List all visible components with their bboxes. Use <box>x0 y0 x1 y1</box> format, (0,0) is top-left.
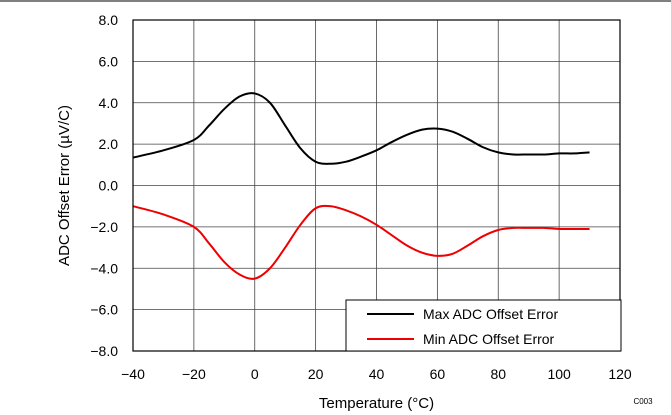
x-tick-label: 40 <box>369 366 385 382</box>
x-tick-label: 80 <box>490 366 506 382</box>
y-tick-label: 2.0 <box>99 136 119 152</box>
y-tick-label: −6.0 <box>90 302 118 318</box>
y-tick-label: 4.0 <box>99 95 119 111</box>
x-tick-label: −40 <box>121 366 145 382</box>
legend: Max ADC Offset Error Min ADC Offset Erro… <box>345 299 622 352</box>
y-tick-labels: −8.0 −6.0 −4.0 −2.0 0.0 2.0 4.0 6.0 8.0 <box>90 12 118 359</box>
x-tick-label: 100 <box>547 366 571 382</box>
x-axis-title: Temperature (°C) <box>319 395 434 412</box>
y-tick-label: 8.0 <box>99 12 119 28</box>
x-tick-labels: −40 −20 0 20 40 60 80 100 120 <box>121 366 632 382</box>
y-axis-title: ADC Offset Error (µV/C) <box>56 105 73 266</box>
legend-label-max: Max ADC Offset Error <box>423 306 558 322</box>
legend-label-min: Min ADC Offset Error <box>423 331 555 347</box>
series-lines <box>132 92 590 280</box>
y-tick-label: 0.0 <box>99 178 119 194</box>
x-tick-label: 120 <box>608 366 632 382</box>
y-tick-label: −2.0 <box>90 219 118 235</box>
y-tick-label: −4.0 <box>90 260 118 276</box>
x-tick-label: −20 <box>182 366 206 382</box>
x-tick-label: 20 <box>308 366 324 382</box>
y-tick-label: 6.0 <box>99 53 119 69</box>
figure-code: C003 <box>633 397 653 406</box>
series-line-max <box>132 92 590 165</box>
series-line-min <box>132 204 590 280</box>
x-tick-label: 0 <box>251 366 259 382</box>
y-tick-label: −8.0 <box>90 343 118 359</box>
x-tick-label: 60 <box>430 366 446 382</box>
legend-box <box>345 299 622 352</box>
